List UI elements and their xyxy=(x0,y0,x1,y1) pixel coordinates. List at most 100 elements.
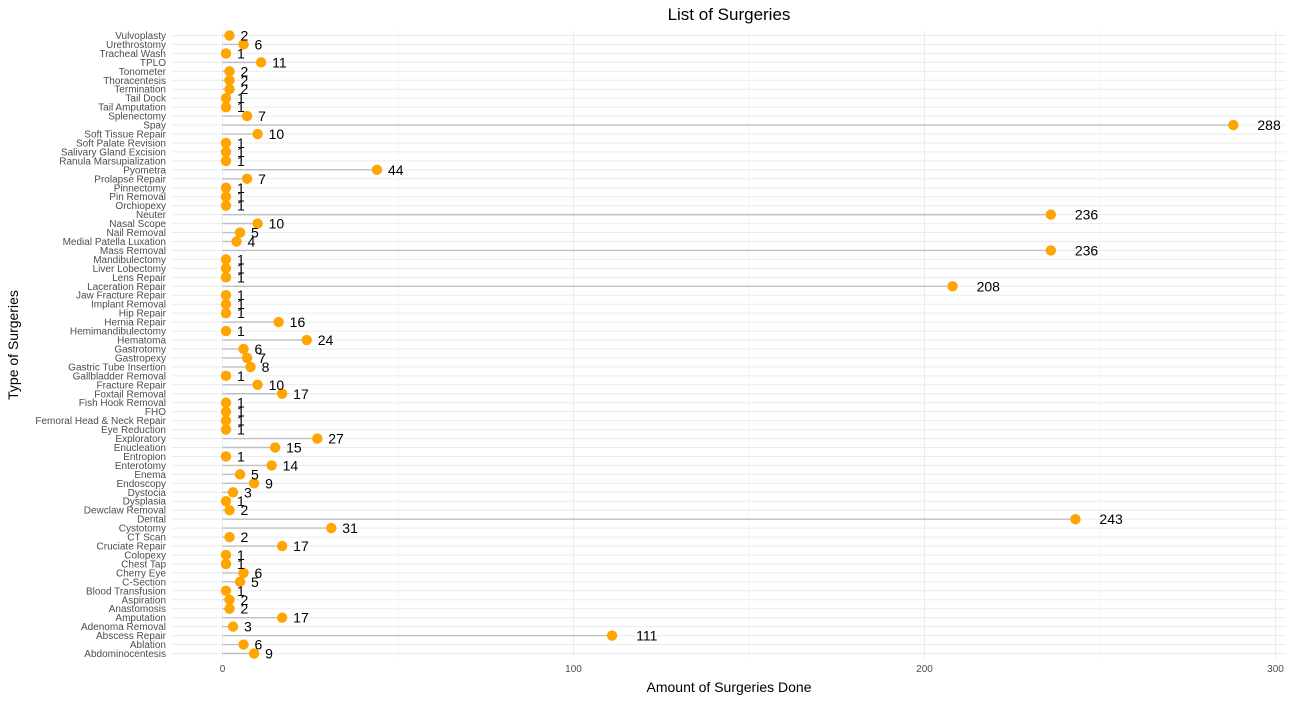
data-label: 9 xyxy=(265,475,273,491)
data-label: 2 xyxy=(241,63,249,79)
category-label: Anastomosis xyxy=(109,604,166,615)
data-label: 1 xyxy=(237,413,245,429)
x-tick-label: 0 xyxy=(220,664,226,675)
data-label: 5 xyxy=(251,225,259,241)
data-label: 1 xyxy=(237,448,245,464)
data-label: 17 xyxy=(293,538,309,554)
data-point xyxy=(255,57,267,68)
data-point xyxy=(269,442,281,453)
data-point xyxy=(231,236,242,247)
data-point xyxy=(220,549,232,561)
data-label: 2 xyxy=(241,601,249,617)
data-point xyxy=(234,227,246,238)
category-label: Laceration Repair xyxy=(87,282,167,293)
category-label: Eye Reduction xyxy=(101,425,166,436)
category-label: Tracheal Wash xyxy=(99,49,166,60)
x-tick-label-layer: 0 100 200 300 xyxy=(220,664,1285,675)
data-point xyxy=(220,290,232,301)
data-label: 1 xyxy=(237,135,245,151)
data-point xyxy=(238,567,249,579)
category-label: Femoral Head & Neck Repair xyxy=(35,416,166,427)
category-label: Enterotomy xyxy=(115,461,166,472)
data-label: 3 xyxy=(244,619,252,635)
data-point xyxy=(248,648,260,659)
category-label: Cruciate Repair xyxy=(97,542,167,553)
category-label: Enucleation xyxy=(114,443,166,454)
category-label: CT Scan xyxy=(127,533,166,544)
category-label: Nail Removal xyxy=(107,228,166,239)
data-point xyxy=(224,75,235,86)
data-label: 3 xyxy=(244,484,252,500)
data-point xyxy=(241,110,253,122)
category-label: Aspiration xyxy=(122,595,166,606)
data-label: 2 xyxy=(241,72,249,88)
data-label: 6 xyxy=(255,565,263,581)
data-point xyxy=(220,272,232,283)
y-axis-title: Type of Surgeries xyxy=(5,290,21,400)
data-label: 9 xyxy=(265,646,273,662)
data-label: 7 xyxy=(258,108,266,124)
data-label: 10 xyxy=(269,216,285,232)
data-point xyxy=(220,137,232,149)
data-point xyxy=(1228,119,1239,131)
category-label: Vulvoplasty xyxy=(115,31,166,42)
data-label: 111 xyxy=(636,628,657,644)
data-point xyxy=(326,522,337,534)
data-label: 7 xyxy=(258,171,266,187)
category-label: Ablation xyxy=(130,640,166,651)
data-label: 1 xyxy=(237,180,245,196)
category-label: Thoracentesis xyxy=(103,76,166,87)
category-label: Dystocia xyxy=(128,488,167,499)
data-label: 1 xyxy=(237,90,245,106)
category-label: Gastric Tube Insertion xyxy=(68,362,166,373)
category-label: TPLO xyxy=(140,58,166,69)
category-label: Ranula Marsupialization xyxy=(59,156,166,167)
data-point xyxy=(238,639,249,650)
category-label: Blood Transfusion xyxy=(86,586,166,597)
category-label: C-Section xyxy=(122,577,166,588)
category-label: Adenoma Removal xyxy=(81,622,166,633)
category-label: Colopexy xyxy=(124,550,166,561)
category-label: Orchiopexy xyxy=(115,201,166,212)
data-point xyxy=(371,164,383,176)
category-label: Salivary Gland Excision xyxy=(61,147,166,158)
category-label: Cherry Eye xyxy=(116,568,166,579)
category-label: Amputation xyxy=(115,613,166,624)
data-label: 6 xyxy=(255,341,263,357)
data-point xyxy=(224,594,235,605)
data-point xyxy=(252,128,263,140)
category-label: Tail Amputation xyxy=(98,103,166,114)
data-label: 1 xyxy=(237,99,245,115)
data-point xyxy=(276,612,288,623)
data-label: 10 xyxy=(269,126,285,142)
value-label-layer: 9611131722156111723124321395141152711111… xyxy=(237,28,1281,662)
data-point xyxy=(238,343,249,355)
data-point xyxy=(224,531,235,543)
data-point xyxy=(220,406,232,417)
data-label: 1 xyxy=(237,189,245,205)
data-point xyxy=(220,101,232,113)
category-label: Spay xyxy=(143,121,166,132)
data-label: 1 xyxy=(237,404,245,420)
category-label: Foxtail Removal xyxy=(94,389,166,400)
category-label: Hemimandibulectomy xyxy=(70,327,166,338)
category-label: Endoscopy xyxy=(117,479,166,490)
category-label: Soft Palate Revision xyxy=(76,138,166,149)
data-label: 7 xyxy=(258,350,266,366)
data-point xyxy=(252,218,263,229)
chart-title: List of Surgeries xyxy=(668,5,791,24)
data-label: 17 xyxy=(293,610,309,626)
category-label: Mass Removal xyxy=(100,246,166,257)
data-point xyxy=(266,460,277,471)
data-point xyxy=(220,200,232,211)
category-label: Lens Repair xyxy=(112,273,167,284)
data-point xyxy=(220,558,232,570)
data-label: 1 xyxy=(237,269,245,285)
data-point xyxy=(220,496,232,507)
category-label: Pinnectomy xyxy=(114,183,166,194)
data-point xyxy=(606,630,618,641)
data-label: 1 xyxy=(237,260,245,276)
data-point xyxy=(220,48,232,59)
data-label: 1 xyxy=(237,395,245,411)
category-label: Jaw Fracture Repair xyxy=(76,291,167,302)
